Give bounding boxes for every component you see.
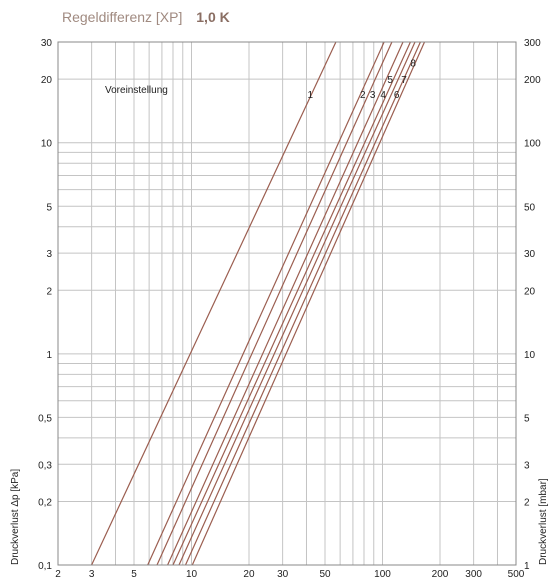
y-tick-label-right: 50 <box>524 202 536 213</box>
x-tick-label: 10 <box>186 569 198 579</box>
y-tick-label-right: 1 <box>524 561 530 572</box>
curve-label-7: 7 <box>401 75 407 86</box>
curve-7 <box>184 41 421 566</box>
curve-4 <box>167 41 404 566</box>
curve-label-5: 5 <box>387 75 393 86</box>
curve-label-6: 6 <box>394 90 400 101</box>
y-tick-label-left: 10 <box>41 139 53 150</box>
curve-label-4: 4 <box>380 90 386 101</box>
curve-8 <box>191 41 426 566</box>
y-tick-label-right: 5 <box>524 413 530 424</box>
plot-frame <box>57 41 517 566</box>
y-tick-label-left: 1 <box>46 350 52 361</box>
curve-6 <box>178 41 416 566</box>
title-value: 1,0 K <box>196 9 230 25</box>
y-tick-label-right: 2 <box>524 497 530 508</box>
y-tick-label-left: 0,5 <box>38 413 52 424</box>
chart-title: Regeldifferenz [XP] 1,0 K <box>62 9 230 25</box>
x-tick-label: 30 <box>277 569 289 579</box>
x-tick-label: 2 <box>55 569 61 579</box>
x-tick-label: 20 <box>243 569 255 579</box>
title-label: Regeldifferenz [XP] <box>62 9 183 25</box>
y-tick-label-left: 0,1 <box>38 561 52 572</box>
x-tick-label: 200 <box>432 569 449 579</box>
y-tick-label-left: 20 <box>41 75 53 86</box>
y-tick-label-right: 300 <box>524 38 541 49</box>
x-tick-label: 300 <box>465 569 482 579</box>
x-tick-label: 100 <box>374 569 391 579</box>
y-tick-label-left: 30 <box>41 38 53 49</box>
y-tick-label-right: 30 <box>524 249 536 260</box>
y-tick-label-right: 10 <box>524 350 536 361</box>
y-tick-label-right: 200 <box>524 75 541 86</box>
curve-label-3: 3 <box>370 90 376 101</box>
curve-3 <box>156 41 393 566</box>
y-tick-label-left: 0,2 <box>38 497 52 508</box>
grid <box>58 42 516 565</box>
curve-5 <box>172 41 411 566</box>
y-tick-label-left: 5 <box>46 202 52 213</box>
curve-label-1: 1 <box>308 90 314 101</box>
x-tick-label: 3 <box>89 569 95 579</box>
y-tick-label-right: 100 <box>524 139 541 150</box>
y-tick-label-left: 2 <box>46 286 52 297</box>
curve-1 <box>91 41 337 566</box>
y-axis-label-left: Druckverlust Δp [kPa] <box>10 469 21 565</box>
x-tick-label: 500 <box>508 569 525 579</box>
y-tick-label-right: 3 <box>524 460 530 471</box>
y-tick-label-left: 0,3 <box>38 460 52 471</box>
annotation-voreinstellung: Voreinstellung <box>105 85 168 96</box>
x-tick-label: 50 <box>319 569 331 579</box>
y-tick-label-right: 20 <box>524 286 536 297</box>
x-tick-label: 5 <box>131 569 137 579</box>
curve-label-8: 8 <box>410 58 416 69</box>
y-axis-label-right: Druckverlust [mbar] <box>538 478 549 565</box>
curve-2 <box>147 41 385 566</box>
curve-label-2: 2 <box>360 90 366 101</box>
y-tick-label-left: 3 <box>46 249 52 260</box>
